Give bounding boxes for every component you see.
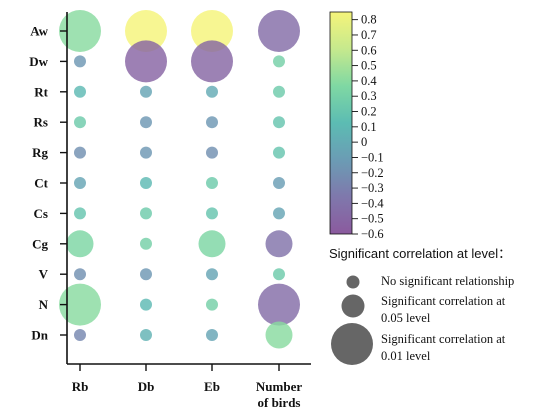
bubble-rt-number-of-birds — [273, 85, 285, 98]
bubble-dn-db — [140, 329, 152, 341]
bubble-ct-db — [140, 177, 152, 189]
bubble-dn-rb — [74, 329, 86, 341]
bubble-cs-rb — [74, 207, 86, 220]
bubble-ct-rb — [74, 177, 86, 189]
column-label: Number — [256, 379, 302, 394]
colorbar-tick-label: −0.1 — [361, 150, 384, 164]
row-label: Cg — [32, 236, 48, 251]
colorbar-tick-label: 0.8 — [361, 13, 377, 27]
bubble-aw-number-of-birds — [258, 10, 300, 52]
bubble-v-number-of-birds — [273, 268, 285, 281]
row-label: N — [39, 297, 49, 312]
bubble-ct-eb — [206, 177, 218, 189]
row-label: Rs — [34, 115, 48, 130]
bubble-n-db — [140, 298, 152, 311]
size-legend-label: Significant correlation at — [381, 294, 506, 308]
bubble-rs-number-of-birds — [273, 116, 285, 129]
colorbar: 0.80.70.60.50.40.30.20.10−0.1−0.2−0.3−0.… — [329, 11, 384, 241]
colorbar-tick-label: −0.2 — [361, 166, 384, 180]
bubble-rt-eb — [206, 85, 218, 98]
bubble-n-rb — [59, 283, 101, 326]
bubble-rs-rb — [74, 116, 86, 129]
bubble-aw-rb — [59, 10, 101, 52]
colorbar-tick-label: −0.4 — [361, 196, 384, 210]
column-label: of birds — [258, 395, 301, 410]
size-legend-label: 0.01 level — [381, 349, 431, 363]
bubble-cs-db — [140, 207, 152, 220]
colorbar-tick-label: 0.1 — [361, 120, 377, 134]
bubble-ct-number-of-birds — [273, 177, 285, 189]
row-label: Ct — [34, 176, 48, 191]
colorbar-bar — [329, 11, 353, 235]
column-label: Rb — [72, 379, 89, 394]
colorbar-tick-label: −0.6 — [361, 227, 384, 241]
bubble-rt-rb — [74, 85, 86, 98]
bubble-dw-db — [125, 40, 167, 83]
bubble-aw-eb — [191, 10, 233, 52]
size-legend-marker-005 — [341, 294, 365, 318]
row-label: V — [39, 267, 49, 282]
bubble-rg-number-of-birds — [273, 146, 285, 159]
size-legend-title: Significant correlation at level： — [329, 246, 511, 261]
bubble-grid — [59, 10, 300, 349]
size-legend-marker-001 — [331, 323, 373, 365]
row-label: Cs — [34, 206, 48, 221]
bubble-cs-number-of-birds — [273, 207, 285, 220]
bubble-cg-number-of-birds — [265, 230, 293, 258]
colorbar-tick-label: 0.7 — [361, 28, 377, 42]
bubble-rg-eb — [206, 146, 218, 159]
row-label: Aw — [30, 24, 48, 39]
size-legend-marker-none — [346, 275, 360, 289]
column-label: Eb — [204, 379, 220, 394]
bubble-cg-eb — [198, 230, 226, 258]
bubble-rt-db — [140, 85, 152, 98]
bubble-aw-db — [125, 10, 167, 52]
bubble-dw-eb — [191, 40, 233, 83]
bubble-v-db — [140, 268, 152, 281]
bubble-dw-rb — [74, 55, 86, 68]
colorbar-tick-label: 0.4 — [361, 74, 377, 88]
bubble-rg-rb — [74, 146, 86, 159]
bubble-cg-db — [140, 237, 152, 250]
colorbar-tick-label: −0.5 — [361, 212, 384, 226]
row-label: Dw — [29, 54, 48, 69]
row-labels: Aw Dw Rt Rs Rg Ct Cs Cg VN Dn — [29, 24, 49, 343]
bubble-cs-eb — [206, 207, 218, 220]
colorbar-tick-label: 0.3 — [361, 89, 377, 103]
colorbar-tick-label: 0.2 — [361, 105, 377, 119]
size-legend-label: No significant relationship — [381, 274, 514, 288]
size-legend-label: Significant correlation at — [381, 332, 506, 346]
row-label: Rg — [32, 145, 48, 160]
row-label: Dn — [31, 328, 48, 343]
axes — [60, 12, 311, 371]
bubble-rs-eb — [206, 116, 218, 129]
bubble-n-number-of-birds — [258, 283, 300, 326]
bubble-rs-db — [140, 116, 152, 129]
colorbar-tick-label: 0.6 — [361, 43, 377, 57]
column-label: Db — [138, 379, 155, 394]
bubble-dw-number-of-birds — [273, 55, 285, 68]
bubble-v-eb — [206, 268, 218, 281]
bubble-dn-eb — [206, 329, 218, 341]
size-legend: Significant correlation at level： No sign… — [329, 246, 514, 365]
colorbar-tick-label: −0.3 — [361, 181, 384, 195]
bubble-n-eb — [206, 298, 218, 311]
row-label: Rt — [34, 84, 48, 99]
bubble-v-rb — [74, 268, 86, 281]
colorbar-tick-label: 0 — [361, 135, 367, 149]
bubble-dn-number-of-birds — [265, 321, 293, 349]
bubble-cg-rb — [66, 230, 94, 258]
colorbar-tick-label: 0.5 — [361, 59, 377, 73]
size-legend-label: 0.05 level — [381, 311, 431, 325]
bubble-rg-db — [140, 146, 152, 159]
